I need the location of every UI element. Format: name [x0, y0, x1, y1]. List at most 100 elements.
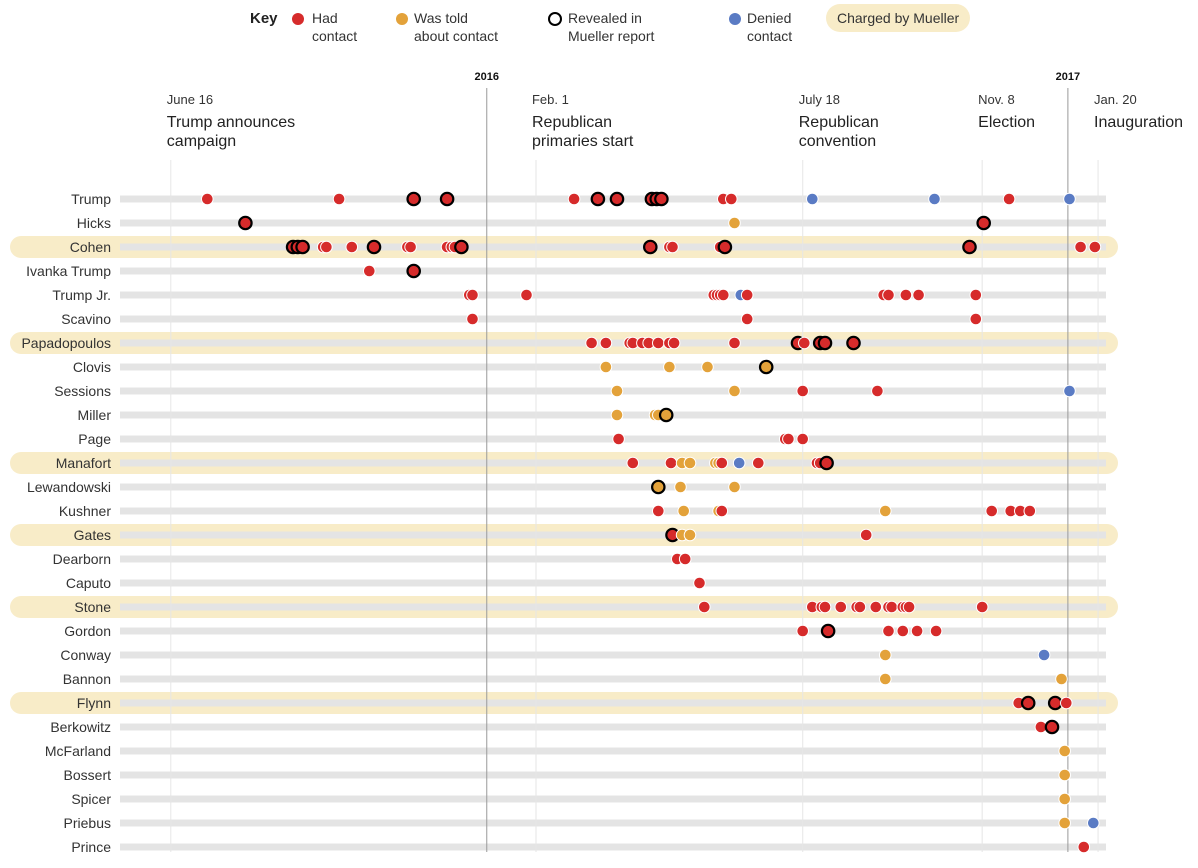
row-track: [120, 315, 1106, 323]
told-contact-dot: [879, 504, 892, 518]
legend-label: Denied contact: [747, 10, 793, 44]
milestone-title: campaign: [167, 133, 236, 150]
milestone-date: June 16: [167, 92, 213, 107]
revealed-contact-dot: [976, 215, 991, 231]
had-contact-dot: [1002, 192, 1016, 206]
revealed-contact-dot: [654, 191, 669, 207]
row-label: Clovis: [73, 359, 111, 375]
told-contact-dot: [1058, 792, 1071, 806]
row-track: [120, 771, 1106, 779]
year-label: 2016: [475, 71, 499, 83]
revealed-contact-dot: [658, 407, 674, 423]
had-contact-dot: [332, 192, 346, 206]
revealed-contact-dot: [590, 191, 606, 207]
milestone-date: Jan. 20: [1094, 92, 1137, 107]
had-contact-dot: [466, 312, 479, 326]
told-contact-dot: [1058, 744, 1071, 758]
row-label: Bannon: [63, 671, 111, 687]
red-dot-icon: [292, 13, 304, 25]
had-contact-dot: [752, 456, 765, 470]
row-label: Manafort: [56, 455, 111, 471]
milestone-title: Republican: [532, 114, 612, 131]
had-contact-dot: [652, 336, 665, 350]
had-contact-dot: [404, 240, 417, 254]
row-label: Ivanka Trump: [26, 263, 111, 279]
had-contact-dot: [599, 336, 613, 350]
legend-item-revealed: Revealed in Mueller report: [548, 9, 654, 45]
row-track: [120, 627, 1106, 635]
orange-dot-icon: [396, 13, 408, 25]
row-track: [120, 291, 1106, 299]
legend-label: Had contact: [312, 10, 358, 44]
denied-contact-dot: [732, 456, 746, 470]
row-track: [120, 651, 1106, 659]
row-track: [120, 699, 1106, 707]
denied-contact-dot: [1087, 816, 1100, 830]
revealed-contact-dot: [366, 239, 382, 255]
had-contact-dot: [796, 432, 810, 446]
had-contact-dot: [320, 240, 333, 254]
row-track: [120, 339, 1106, 347]
had-contact-dot: [725, 192, 738, 206]
year-label: 2017: [1056, 71, 1080, 83]
had-contact-dot: [985, 504, 999, 518]
had-contact-dot: [902, 600, 916, 614]
row-label: Sessions: [54, 383, 111, 399]
ring-icon: [548, 12, 562, 26]
told-contact-dot: [1058, 768, 1071, 782]
revealed-contact-dot: [717, 239, 733, 255]
revealed-contact-dot: [817, 335, 833, 351]
revealed-contact-dot: [846, 335, 861, 351]
had-contact-dot: [969, 312, 983, 326]
had-contact-dot: [975, 600, 989, 614]
row-track: [120, 843, 1106, 851]
told-contact-dot: [683, 528, 697, 542]
told-contact-dot: [674, 480, 687, 494]
told-contact-dot: [599, 360, 613, 374]
had-contact-dot: [1088, 240, 1102, 254]
told-contact-dot: [610, 408, 624, 422]
revealed-contact-dot: [238, 215, 253, 231]
row-label: Lewandowski: [27, 479, 111, 495]
legend-title: Key: [250, 10, 278, 27]
had-contact-dot: [910, 624, 924, 638]
had-contact-dot: [728, 336, 741, 350]
legend-charged-pill: Charged by Mueller: [826, 4, 971, 32]
row-track: [120, 219, 1106, 227]
had-contact-dot: [717, 288, 730, 302]
row-track: [120, 531, 1106, 539]
row-track: [120, 243, 1106, 251]
row-label: Berkowitz: [50, 719, 111, 735]
told-contact-dot: [663, 360, 676, 374]
had-contact-dot: [585, 336, 598, 350]
had-contact-dot: [798, 336, 811, 350]
revealed-contact-dot: [642, 239, 658, 255]
row-track: [120, 603, 1106, 611]
row-track: [120, 459, 1106, 467]
had-contact-dot: [882, 624, 895, 638]
had-contact-dot: [363, 264, 376, 278]
legend-item-had-contact: Had contact: [292, 9, 357, 45]
row-track: [120, 507, 1106, 515]
had-contact-dot: [885, 600, 899, 614]
blue-dot-icon: [729, 13, 741, 25]
denied-contact-dot: [1063, 384, 1076, 398]
legend-label: Revealed in Mueller report: [568, 10, 655, 44]
revealed-contact-dot: [1047, 695, 1063, 711]
told-contact-dot: [610, 384, 624, 398]
had-contact-dot: [782, 432, 795, 446]
had-contact-dot: [929, 624, 943, 638]
had-contact-dot: [345, 240, 359, 254]
had-contact-dot: [896, 624, 910, 638]
told-contact-dot: [1058, 816, 1071, 830]
revealed-contact-dot: [820, 623, 836, 639]
row-track: [120, 747, 1106, 755]
row-label: Dearborn: [53, 551, 111, 567]
revealed-contact-dot: [1044, 719, 1060, 735]
revealed-contact-dot: [439, 191, 455, 207]
row-label: Conway: [60, 647, 111, 663]
row-track: [120, 363, 1106, 371]
revealed-contact-dot: [962, 239, 977, 255]
row-label: Caputo: [66, 575, 111, 591]
had-contact-dot: [912, 288, 925, 302]
